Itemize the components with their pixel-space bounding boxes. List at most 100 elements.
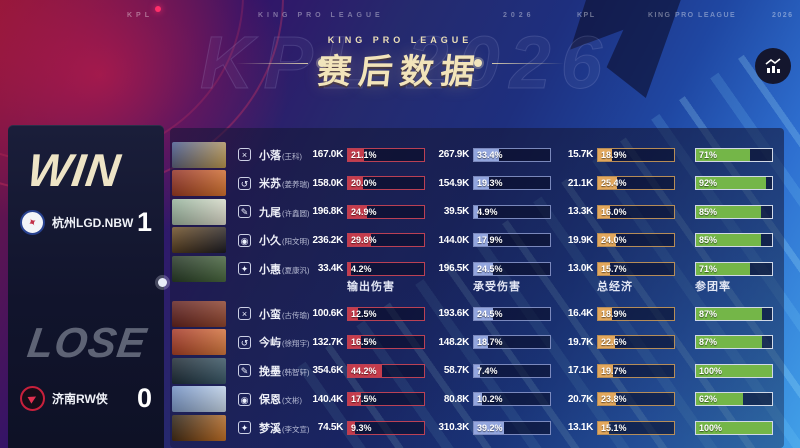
economy-bar: 15.1% [597,420,675,435]
title-divider-node [474,59,482,67]
stats-column-headers: 输出伤害 承受伤害 总经济 参团率 [170,278,784,296]
damage-taken-bar: 19.3% [473,176,551,190]
damage-output-value: 158.0K [312,177,344,189]
damage-taken-pct: 10.2% [477,394,503,404]
hero-avatar [172,329,226,355]
participation-pct: 85% [699,206,718,217]
economy-value: 19.7K [567,336,593,348]
roam-icon: ✦ [238,421,251,434]
player-real-name: (文彬) [282,396,302,405]
hero-avatar [172,198,226,225]
damage-output-bar: 4.2% [347,261,425,276]
title-divider-line [492,63,564,64]
damage-taken-pct: 19.3% [477,178,503,188]
participation-bar: 85% [695,204,773,219]
participation-bar: 71% [695,147,773,162]
damage-output-bar: 21.1% [347,147,425,162]
participation-pct: 71% [699,263,718,274]
player-real-name: (韩智轩) [282,367,310,377]
player-row: ✎ 九尾(许鑫圆) 196.8K 24.9% 39.5K 4.9% 13.3K … [170,198,784,225]
participation-bar: 87% [695,335,773,349]
chart-icon [765,58,781,73]
jungle-icon: ↺ [238,335,251,349]
damage-output-pct: 4.2% [351,263,372,274]
win-label: WIN [24,144,125,196]
economy-value: 15.7K [567,149,593,160]
team-logo-rw: ▶ [20,385,45,411]
player-row: ✎ 挽墨(韩智轩) 354.6K 44.2% 58.7K 7.4% 17.1K … [170,357,784,384]
lose-team-row: ▶ 济南RW侠 0 [20,383,152,413]
damage-output-value: 167.0K [312,149,344,160]
economy-bar: 15.7% [597,261,675,276]
damage-output-bar: 29.8% [347,233,425,247]
participation-bar: 71% [695,261,773,276]
player-name: 小蛮(古传瑜) [259,308,310,321]
damage-output-value: 236.2K [312,234,344,246]
topbar-year-label: 2026 [503,12,535,19]
page-title: 赛后数据 [315,53,484,91]
damage-output-pct: 17.5% [351,394,377,404]
damage-taken-bar: 24.5% [473,261,551,276]
economy-bar: 24.0% [597,233,675,247]
topbar-kpl-label: KPL [577,12,596,19]
jungle-icon: ↺ [238,176,251,190]
participation-bar: 85% [695,233,773,247]
participation-pct: 100% [699,365,723,376]
player-real-name: (许鑫圆) [282,208,310,218]
lose-label: LOSE [24,319,150,366]
damage-output-value: 140.4K [312,393,344,405]
damage-taken-value: 39.5K [443,206,469,217]
damage-output-value: 196.8K [312,206,344,217]
player-row: ◉ 保恩(文彬) 140.4K 17.5% 80.8K 10.2% 20.7K … [170,386,784,413]
damage-output-bar: 44.2% [347,363,425,378]
divider-node [158,278,167,287]
player-real-name: (姜养瑞) [282,180,310,189]
economy-pct: 18.9% [601,308,627,319]
player-row: ◉ 小久(阳文明) 236.2K 29.8% 144.0K 17.9% 19.9… [170,227,784,254]
stats-chart-button[interactable] [755,48,791,84]
damage-taken-bar: 24.5% [473,306,551,321]
participation-bar: 100% [695,420,773,435]
economy-pct: 16.0% [601,206,627,217]
damage-output-bar: 9.3% [347,420,425,435]
damage-taken-pct: 18.7% [477,337,503,347]
title-divider-node [318,59,326,67]
damage-taken-pct: 7.4% [477,365,498,376]
player-row: ↺ 米苏(姜养瑞) 158.0K 20.0% 154.9K 19.3% 21.1… [170,170,784,197]
economy-header: 总经济 [597,281,633,293]
participation-bar: 92% [695,176,773,190]
damage-output-value: 132.7K [312,336,344,348]
player-real-name: (夏康汎) [282,265,310,275]
economy-pct: 15.7% [601,263,627,274]
participation-header: 参团率 [695,281,731,293]
participation-bar: 100% [695,363,773,378]
mid-lane-icon: ✎ [238,364,251,377]
damage-output-value: 74.5K [317,422,343,433]
stats-panel: × 小落(王科) 167.0K 21.1% 267.9K 33.4% 15.7K… [170,128,784,448]
damage-taken-value: 154.9K [438,177,470,189]
damage-taken-header: 承受伤害 [473,281,521,293]
economy-value: 19.9K [567,234,593,246]
participation-pct: 92% [699,178,718,188]
economy-bar: 23.8% [597,392,675,406]
damage-output-value: 354.6K [312,365,344,376]
team-logo-lgd: ✦ [20,209,45,235]
hero-avatar [172,255,226,282]
damage-output-value: 33.4K [317,263,343,274]
damage-taken-bar: 10.2% [473,392,551,406]
player-name: 梦溪(李文宣) [259,422,310,435]
damage-taken-bar: 39.2% [473,420,551,435]
damage-taken-value: 196.5K [438,263,470,274]
hero-avatar [172,170,226,196]
damage-output-pct: 21.1% [351,149,377,160]
economy-value: 16.4K [567,308,593,319]
red-dot-decoration [155,6,161,12]
damage-taken-pct: 24.5% [477,308,503,319]
lose-team-score: 0 [136,382,152,413]
hero-avatar [172,227,226,253]
clash-lane-icon: × [238,148,251,161]
economy-value: 20.7K [567,393,593,405]
economy-bar: 18.9% [597,306,675,321]
economy-value: 17.1K [567,365,593,376]
damage-taken-value: 310.3K [438,422,470,433]
